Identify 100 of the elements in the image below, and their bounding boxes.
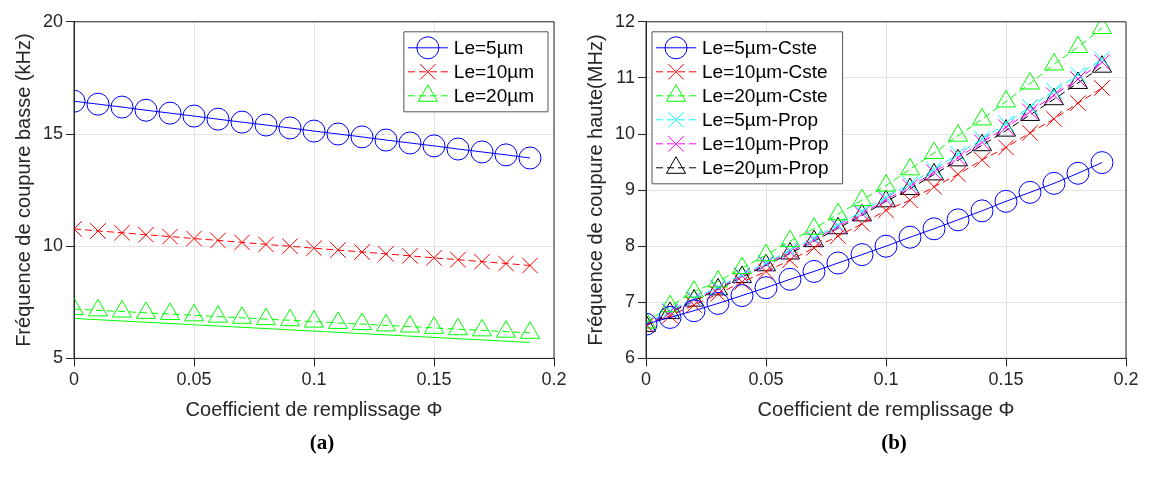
point [1021,124,1039,142]
x-tick-label: 0.2 [541,369,567,390]
point [398,131,422,155]
point [161,228,179,245]
point [497,255,515,272]
point [1090,151,1114,175]
point [1045,82,1063,100]
x-axis-title: Coefficient de remplissage Φ [185,397,443,420]
legend-label: Le=5µm [453,37,524,59]
point [183,303,205,322]
point [970,199,994,223]
point [994,189,1018,213]
point [279,308,301,327]
point [206,107,230,131]
y-tick-label: 10 [42,235,64,256]
legend-label: Le=5µm-Prop [702,109,819,131]
point [327,311,349,329]
point [781,251,799,269]
x-tick-label: 0.2 [1113,369,1139,390]
point [111,300,133,318]
x-tick-label: 0.1 [301,369,327,390]
point [949,145,967,163]
point [110,95,134,119]
point [997,115,1015,132]
point [518,146,542,170]
point [1042,171,1066,195]
point [473,253,491,270]
point [874,234,898,258]
point [185,230,203,247]
point [997,139,1015,156]
point [230,110,254,134]
point [709,285,727,303]
point [182,104,206,128]
point [470,140,494,164]
point [853,215,871,233]
point [802,259,826,283]
point [973,151,991,169]
point [1045,110,1063,128]
point [973,130,991,148]
point [898,225,922,249]
point [423,316,445,334]
point [86,92,110,116]
point [1069,66,1087,83]
point [754,276,778,300]
point [519,321,541,339]
point [158,101,182,125]
point [494,143,518,167]
x-tick-label: 0 [69,369,80,390]
point [353,243,371,261]
point [446,137,470,161]
y-tick-label: 8 [625,235,636,256]
point [1018,180,1042,204]
point [254,113,278,137]
point [422,134,446,158]
y-tick-label: 5 [53,347,64,368]
text: (b) [880,430,907,455]
point [209,232,227,249]
point [207,305,229,323]
point [303,310,325,328]
x-tick-label: 0.1 [873,369,899,390]
y-tick-label: 20 [42,10,64,31]
legend-label: Le=20µm-Prop [702,157,829,179]
point [850,243,874,267]
point [113,224,131,242]
point [829,227,847,245]
point [805,239,823,257]
y-axis-title: Fréquence de coupure haute(MHz) [583,34,606,346]
y-tick-label: 7 [625,291,636,312]
point [377,245,395,263]
point [733,273,751,291]
point [471,318,493,337]
point [233,234,251,251]
point [949,166,967,183]
point [706,291,730,315]
point [521,257,539,274]
point [305,239,323,257]
point [89,222,107,240]
point [278,116,302,140]
point [159,302,181,320]
point [326,122,350,146]
point [87,298,109,317]
x-tick-label: 0.15 [416,369,452,390]
point [682,299,706,323]
point [495,320,517,338]
legend-label: Le=5µm-Cste [702,37,817,59]
legend-label: Le=10µm [453,61,534,83]
x-tick-label: 0 [641,369,652,390]
y-tick-label: 11 [616,66,636,87]
y-tick-label: 6 [625,347,636,368]
point [255,307,277,326]
point [946,208,970,232]
legend-label: Le=20µm-Cste [702,85,828,107]
point [350,125,374,149]
point [826,251,850,275]
point [375,313,397,332]
point [374,128,398,152]
point [447,317,469,336]
point [1066,161,1090,185]
point [134,98,158,122]
text: (a) [308,430,335,455]
